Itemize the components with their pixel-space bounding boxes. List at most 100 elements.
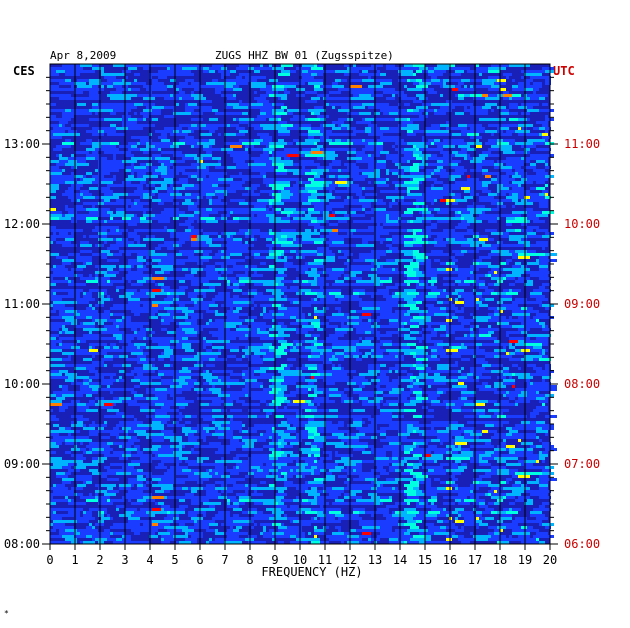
heatmap-cell bbox=[440, 307, 446, 310]
heatmap-cell bbox=[116, 184, 128, 187]
heatmap-cell bbox=[530, 76, 542, 79]
heatmap-cell bbox=[467, 250, 479, 253]
heatmap-cell bbox=[50, 322, 56, 325]
heatmap-cell bbox=[128, 127, 131, 130]
heatmap-cell bbox=[230, 106, 233, 109]
heatmap-cell bbox=[428, 235, 431, 238]
heatmap-cell bbox=[251, 403, 260, 406]
heatmap-cell bbox=[494, 271, 497, 274]
heatmap-cell bbox=[296, 214, 302, 217]
heatmap-cell bbox=[500, 109, 509, 112]
heatmap-cell bbox=[98, 280, 107, 283]
heatmap-cell bbox=[263, 394, 275, 397]
heatmap-cell bbox=[212, 109, 218, 112]
heatmap-cell bbox=[311, 373, 320, 376]
heatmap-cell bbox=[329, 415, 338, 418]
heatmap-cell bbox=[212, 325, 224, 328]
heatmap-cell bbox=[155, 181, 161, 184]
heatmap-cell bbox=[251, 208, 260, 211]
heatmap-cell bbox=[134, 421, 143, 424]
heatmap-cell bbox=[428, 70, 434, 73]
heatmap-cell bbox=[323, 415, 329, 418]
heatmap-cell bbox=[125, 154, 134, 157]
heatmap-cell bbox=[50, 337, 56, 340]
heatmap-cell bbox=[470, 349, 476, 352]
heatmap-cell bbox=[59, 154, 62, 157]
heatmap-cell bbox=[503, 268, 506, 271]
heatmap-cell bbox=[437, 382, 440, 385]
heatmap-cell bbox=[161, 181, 173, 184]
heatmap-cell bbox=[287, 364, 293, 367]
heatmap-cell bbox=[188, 217, 194, 220]
heatmap-cell bbox=[149, 331, 155, 334]
heatmap-cell bbox=[392, 313, 404, 316]
heatmap-cell bbox=[518, 127, 521, 130]
heatmap-cell bbox=[80, 124, 89, 127]
heatmap-cell bbox=[527, 268, 530, 271]
heatmap-cell bbox=[50, 196, 56, 199]
heatmap-cell bbox=[374, 403, 380, 406]
heatmap-cell bbox=[317, 172, 323, 175]
heatmap-cell bbox=[377, 382, 383, 385]
heatmap-cell bbox=[377, 145, 383, 148]
heatmap-cell bbox=[536, 337, 545, 340]
heatmap-cell bbox=[167, 331, 176, 334]
heatmap-cell bbox=[401, 97, 404, 100]
heatmap-cell bbox=[53, 391, 59, 394]
heatmap-cell bbox=[539, 322, 545, 325]
heatmap-cell bbox=[263, 139, 272, 142]
heatmap-cell bbox=[437, 322, 443, 325]
heatmap-cell bbox=[122, 379, 125, 382]
heatmap-cell bbox=[416, 355, 425, 358]
heatmap-cell bbox=[188, 127, 194, 130]
heatmap-cell bbox=[161, 406, 170, 409]
heatmap-cell bbox=[500, 298, 512, 301]
heatmap-cell bbox=[257, 100, 269, 103]
heatmap-cell bbox=[446, 319, 452, 322]
heatmap-cell bbox=[494, 355, 500, 358]
heatmap-cell bbox=[134, 313, 140, 316]
heatmap-cell bbox=[50, 181, 56, 184]
heatmap-cell bbox=[77, 109, 89, 112]
heatmap-cell bbox=[161, 268, 173, 271]
heatmap-cell bbox=[284, 91, 290, 94]
heatmap-cell bbox=[431, 391, 437, 394]
heatmap-cell bbox=[71, 415, 83, 418]
heatmap-cell bbox=[146, 106, 152, 109]
heatmap-cell bbox=[233, 310, 239, 313]
heatmap-cell bbox=[92, 151, 98, 154]
heatmap-cell bbox=[80, 313, 89, 316]
heatmap-cell bbox=[362, 118, 365, 121]
heatmap-cell bbox=[248, 193, 260, 196]
heatmap-cell bbox=[512, 301, 524, 304]
heatmap-cell bbox=[161, 289, 164, 292]
heatmap-cell bbox=[506, 178, 515, 181]
heatmap-cell bbox=[269, 403, 275, 406]
heatmap-cell bbox=[356, 184, 359, 187]
heatmap-cell bbox=[350, 79, 353, 82]
heatmap-cell bbox=[65, 274, 74, 277]
heatmap-cell bbox=[185, 94, 191, 97]
heatmap-cell bbox=[419, 283, 425, 286]
heatmap-cell bbox=[500, 169, 503, 172]
heatmap-cell bbox=[326, 199, 329, 202]
heatmap-cell bbox=[164, 73, 173, 76]
heatmap-cell bbox=[203, 106, 212, 109]
heatmap-cell bbox=[50, 208, 56, 211]
heatmap-cell bbox=[77, 421, 83, 424]
heatmap-cell bbox=[254, 70, 260, 73]
heatmap-cell bbox=[281, 193, 284, 196]
heatmap-cell bbox=[443, 421, 452, 424]
heatmap-cell bbox=[311, 289, 323, 292]
heatmap-cell bbox=[272, 241, 281, 244]
heatmap-cell bbox=[284, 310, 293, 313]
heatmap-cell bbox=[398, 70, 407, 73]
heatmap-cell bbox=[152, 301, 161, 304]
heatmap-cell bbox=[398, 172, 404, 175]
heatmap-cell bbox=[362, 187, 365, 190]
heatmap-cell bbox=[89, 88, 101, 91]
heatmap-cell bbox=[233, 289, 242, 292]
heatmap-cell bbox=[353, 370, 356, 373]
heatmap-cell bbox=[152, 73, 164, 76]
heatmap-cell bbox=[323, 187, 332, 190]
